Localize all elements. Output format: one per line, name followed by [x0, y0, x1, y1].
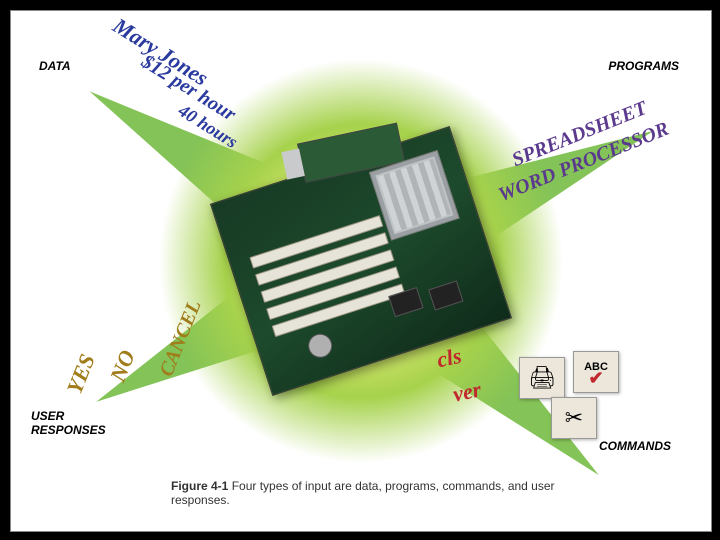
scissors-glyph: ✂ [565, 405, 583, 431]
figure-caption-text: Four types of input are data, programs, … [171, 479, 555, 507]
figure-number: Figure 4-1 [171, 479, 228, 493]
figure-page: DATA PROGRAMS USER RESPONSES COMMANDS Ma… [10, 10, 712, 532]
printer-icon: 🖨 [519, 357, 565, 399]
printer-glyph: 🖨 [528, 365, 556, 391]
label-programs: PROGRAMS [608, 59, 679, 73]
command-icons-group: 🖨 ABC ✔ ✂ [511, 351, 651, 441]
scissors-icon: ✂ [551, 397, 597, 439]
label-user-responses-1: USER [31, 409, 64, 423]
spellcheck-icon: ABC ✔ [573, 351, 619, 393]
commands-cls: cls [435, 343, 464, 374]
battery [305, 330, 335, 360]
label-user-responses-2: RESPONSES [31, 423, 106, 437]
label-data: DATA [39, 59, 71, 73]
figure-caption: Figure 4-1 Four types of input are data,… [171, 479, 591, 507]
label-commands: COMMANDS [599, 439, 671, 453]
check-glyph: ✔ [588, 373, 603, 384]
chip [428, 280, 463, 310]
